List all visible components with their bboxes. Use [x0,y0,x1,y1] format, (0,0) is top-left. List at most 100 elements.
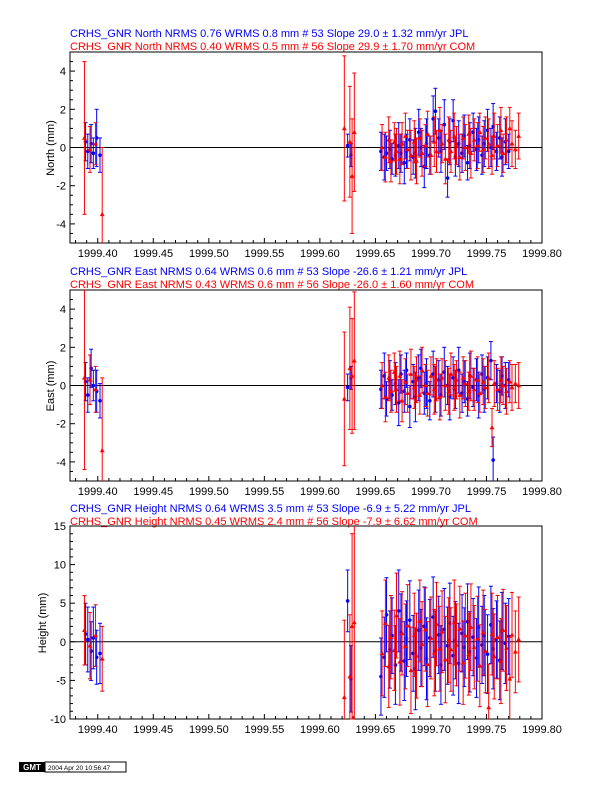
east-jpl-point [85,393,90,397]
north-com-point [347,139,353,144]
east-jpl-point [408,404,412,409]
north-com-point [491,133,497,138]
height-title-jpl: CRHS_GNR Height NRMS 0.64 WRMS 3.5 mm # … [70,503,471,515]
height-com-point [442,656,448,662]
north-y-tick-label: -2 [56,181,66,193]
north-com-point [500,150,506,156]
height-com-point [419,641,425,646]
height-com-point [341,694,347,700]
east-com-point [99,447,105,453]
north-com-point [446,137,452,142]
north-com-point [442,156,448,161]
height-com-point [347,673,353,679]
height-x-tick-label: 1999.40 [78,724,118,736]
north-com-point [498,127,504,133]
north-y-axis-label: North (mm) [45,120,57,176]
height-jpl-point [396,609,401,613]
north-com-point [425,131,431,136]
north-com-point [422,142,428,148]
east-com-point [437,394,443,399]
east-com-point [439,375,445,380]
height-com-point [486,704,492,710]
north-com-point [468,150,474,156]
north-y-tick-label: 4 [60,66,66,78]
east-com-point [486,375,492,380]
panel-east: CRHS_GNR East NRMS 0.64 WRMS 0.6 mm # 53… [45,266,562,498]
height-com-point [457,626,463,631]
east-com-point [477,390,483,395]
east-com-point [386,375,392,380]
east-com-point [419,367,425,373]
north-com-point [509,141,515,146]
height-y-axis-label: Height (mm) [37,593,49,654]
east-com-point [466,388,472,394]
north-com-point [341,125,347,131]
east-x-tick-label: 1999.50 [189,486,229,498]
height-jpl-point [408,618,412,622]
east-com-point [504,388,509,394]
height-jpl-point [85,637,90,642]
east-y-axis-label: East (mm) [45,361,57,412]
height-com-point [394,612,399,618]
north-com-point [457,154,463,159]
height-jpl-point [345,599,350,603]
height-com-point [422,626,428,632]
east-y-tick-label: 2 [60,342,66,354]
east-com-point [460,375,466,380]
north-com-point [383,154,388,159]
height-y-tick-label: 5 [60,598,66,610]
north-com-point [475,142,480,148]
north-com-point [482,135,488,140]
east-y-tick-label: -2 [56,419,66,431]
height-com-point [431,650,437,655]
east-com-point [442,382,448,388]
north-com-point [428,152,434,157]
height-plot-frame [69,525,543,720]
height-com-point [399,630,405,636]
north-com-point [399,141,405,146]
height-com-point [437,646,443,651]
north-jpl-point [465,160,470,165]
north-com-point [87,146,93,152]
height-x-tick-label: 1999.75 [467,724,507,736]
east-com-point [425,390,431,395]
height-com-point [425,661,431,666]
north-y-tick-label: -4 [56,219,66,231]
height-com-point [489,631,495,636]
north-jpl-point [433,109,438,114]
east-com-point [347,365,353,371]
height-com-point [99,656,105,661]
east-y-tick-label: -4 [56,457,66,469]
north-com-point [454,142,459,148]
north-x-tick-label: 1999.70 [411,248,451,260]
height-com-point [498,658,504,663]
height-com-point [428,635,434,640]
north-com-point [489,152,495,157]
north-com-point [402,133,408,138]
east-com-point [495,386,500,392]
gmt-logo: GMT [23,763,41,772]
north-com-point [419,150,425,156]
east-com-point [93,386,98,392]
north-jpl-point [91,151,96,156]
height-com-point [383,620,388,626]
north-com-point [437,127,443,133]
east-com-point [351,358,357,363]
height-x-tick-label: 1999.45 [133,724,173,736]
north-com-point [460,135,466,140]
height-com-point [466,651,472,656]
north-y-tick-label: 2 [60,104,66,116]
north-com-point [99,211,105,217]
height-com-point [491,653,497,659]
height-y-tick-label: -10 [50,714,66,726]
north-title-com: CRHS_GNR North NRMS 0.40 WRMS 0.5 mm # 5… [70,41,475,53]
height-com-point [462,633,468,638]
north-com-point [512,146,518,152]
east-jpl-point [396,400,401,405]
height-com-point [448,646,454,652]
height-jpl-point [485,652,490,656]
east-com-point [471,386,477,392]
north-com-point [411,139,417,144]
east-com-point [498,377,504,382]
